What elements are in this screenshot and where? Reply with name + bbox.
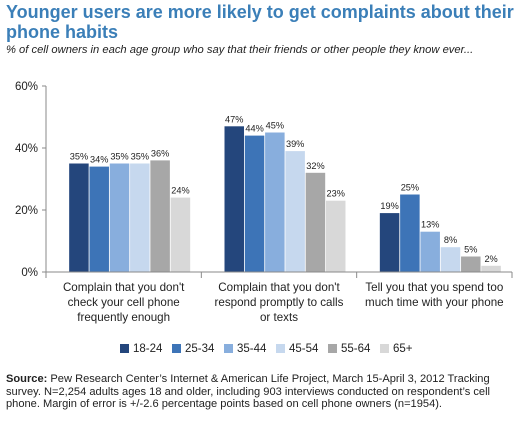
y-axis: 0% 20% 40% 60% — [15, 81, 47, 279]
bar-value-label: 39% — [286, 139, 304, 149]
bar — [244, 135, 265, 272]
bar-value-label: 2% — [484, 254, 497, 264]
x-category-label: Complain that you don't respond promptly … — [215, 281, 344, 324]
chart-subtitle: % of cell owners in each age group who s… — [6, 44, 474, 56]
bar — [379, 213, 400, 272]
bar-value-label: 8% — [444, 235, 457, 245]
source-text: Pew Research Center’s Internet & America… — [6, 373, 491, 410]
y-tick-label: 40% — [15, 143, 38, 155]
bar-value-label: 25% — [401, 183, 419, 193]
bar — [440, 247, 461, 272]
legend-label: 18-24 — [133, 343, 163, 355]
y-tick-label: 60% — [15, 81, 38, 93]
legend-swatch — [380, 344, 389, 353]
bar-value-label: 36% — [151, 148, 169, 158]
bar — [461, 256, 481, 272]
bar — [89, 166, 109, 272]
bar-value-label: 5% — [464, 245, 477, 255]
source-note: Source: Pew Research Center’s Internet &… — [6, 373, 522, 411]
bar — [305, 172, 326, 272]
bar-value-label: 19% — [380, 201, 398, 211]
bar-value-label: 47% — [225, 114, 243, 124]
y-tick-label: 20% — [15, 205, 38, 217]
bar-value-label: 45% — [266, 121, 284, 131]
bar — [285, 151, 305, 272]
bar — [265, 132, 285, 272]
legend-swatch — [120, 344, 129, 353]
legend-label: 55-64 — [341, 343, 371, 355]
bar-value-label: 23% — [327, 189, 345, 199]
x-category-label-line: much time with your phone — [365, 296, 504, 309]
x-category-label-line: frequently enough — [77, 311, 170, 324]
bar — [420, 231, 440, 272]
legend-label: 65+ — [393, 343, 413, 355]
legend-label: 45-54 — [289, 343, 319, 355]
bar — [481, 265, 501, 272]
bar-value-label: 13% — [421, 220, 439, 230]
y-tick-label: 0% — [21, 267, 38, 279]
x-category-label-line: Complain that you don't — [218, 281, 340, 294]
legend-label: 35-44 — [237, 343, 267, 355]
bar — [109, 163, 130, 272]
chart-title: Younger users are more likely to get com… — [6, 2, 514, 42]
bar-value-label: 32% — [306, 161, 324, 171]
bar-value-label: 35% — [110, 152, 128, 162]
bar — [170, 197, 191, 272]
bar-value-label: 35% — [131, 152, 149, 162]
x-category-label-line: Tell you that you spend too — [365, 281, 503, 294]
legend-swatch — [172, 344, 181, 353]
bar — [224, 126, 244, 272]
legend-label: 25-34 — [185, 343, 215, 355]
x-axis: Complain that you don't check your cell p… — [45, 271, 513, 324]
bar — [326, 200, 346, 272]
bar-value-label: 35% — [70, 152, 88, 162]
bar-value-label: 34% — [90, 155, 108, 165]
bar — [400, 194, 420, 272]
x-category-label-line: or texts — [260, 311, 298, 324]
source-label: Source: — [6, 373, 48, 385]
legend-swatch — [328, 344, 337, 353]
x-category-label: Complain that you don't check your cell p… — [63, 281, 185, 324]
legend-swatch — [224, 344, 233, 353]
bars — [69, 126, 501, 272]
bar-value-label: 44% — [245, 124, 263, 134]
x-category-label: Tell you that you spend too much time wit… — [365, 281, 504, 309]
bar — [130, 163, 150, 272]
bar — [150, 160, 170, 272]
bar — [69, 163, 89, 272]
legend-swatch — [276, 344, 285, 353]
x-category-label-line: Complain that you don't — [63, 281, 185, 294]
bar-value-label: 24% — [171, 186, 189, 196]
x-category-label-line: respond promptly to calls — [215, 296, 344, 309]
x-category-label-line: check your cell phone — [68, 296, 180, 309]
legend: 18-24 25-34 35-44 45-54 55-64 65+ — [120, 343, 413, 355]
bar-labels: 35% 34% 35% 35% 36%24%47%44% 45%39%32%23%19%2… — [70, 114, 498, 263]
